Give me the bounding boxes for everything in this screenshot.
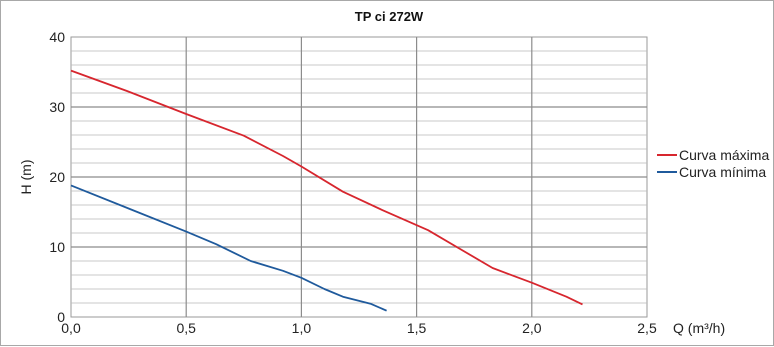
x-axis-label: Q (m³/h) <box>673 320 725 336</box>
x-tick-label: 0,0 <box>61 320 81 336</box>
x-tick-label: 2,0 <box>522 320 542 336</box>
y-tick-label: 10 <box>49 239 65 255</box>
chart-title: TP ci 272W <box>355 9 424 24</box>
grid <box>70 36 648 318</box>
series-lines <box>70 69 583 312</box>
y-tick-label: 20 <box>49 169 65 185</box>
legend-label: Curva mínima <box>679 164 766 180</box>
y-tick-label: 40 <box>49 29 65 45</box>
x-tick-label: 1,5 <box>407 320 427 336</box>
x-tick-label: 1,0 <box>292 320 312 336</box>
x-tick-label: 0,5 <box>176 320 196 336</box>
x-tick-label: 2,5 <box>637 320 657 336</box>
legend-label: Curva máxima <box>679 147 769 163</box>
series-line <box>70 69 583 306</box>
y-tick-label: 30 <box>49 99 65 115</box>
series-line <box>70 184 387 312</box>
tick-labels: 0,0 0,5 1,0 1,5 2,0 2,5 0 10 20 30 40 <box>49 29 657 336</box>
y-tick-label: 0 <box>57 309 65 325</box>
y-axis-label: H (m) <box>18 160 34 195</box>
